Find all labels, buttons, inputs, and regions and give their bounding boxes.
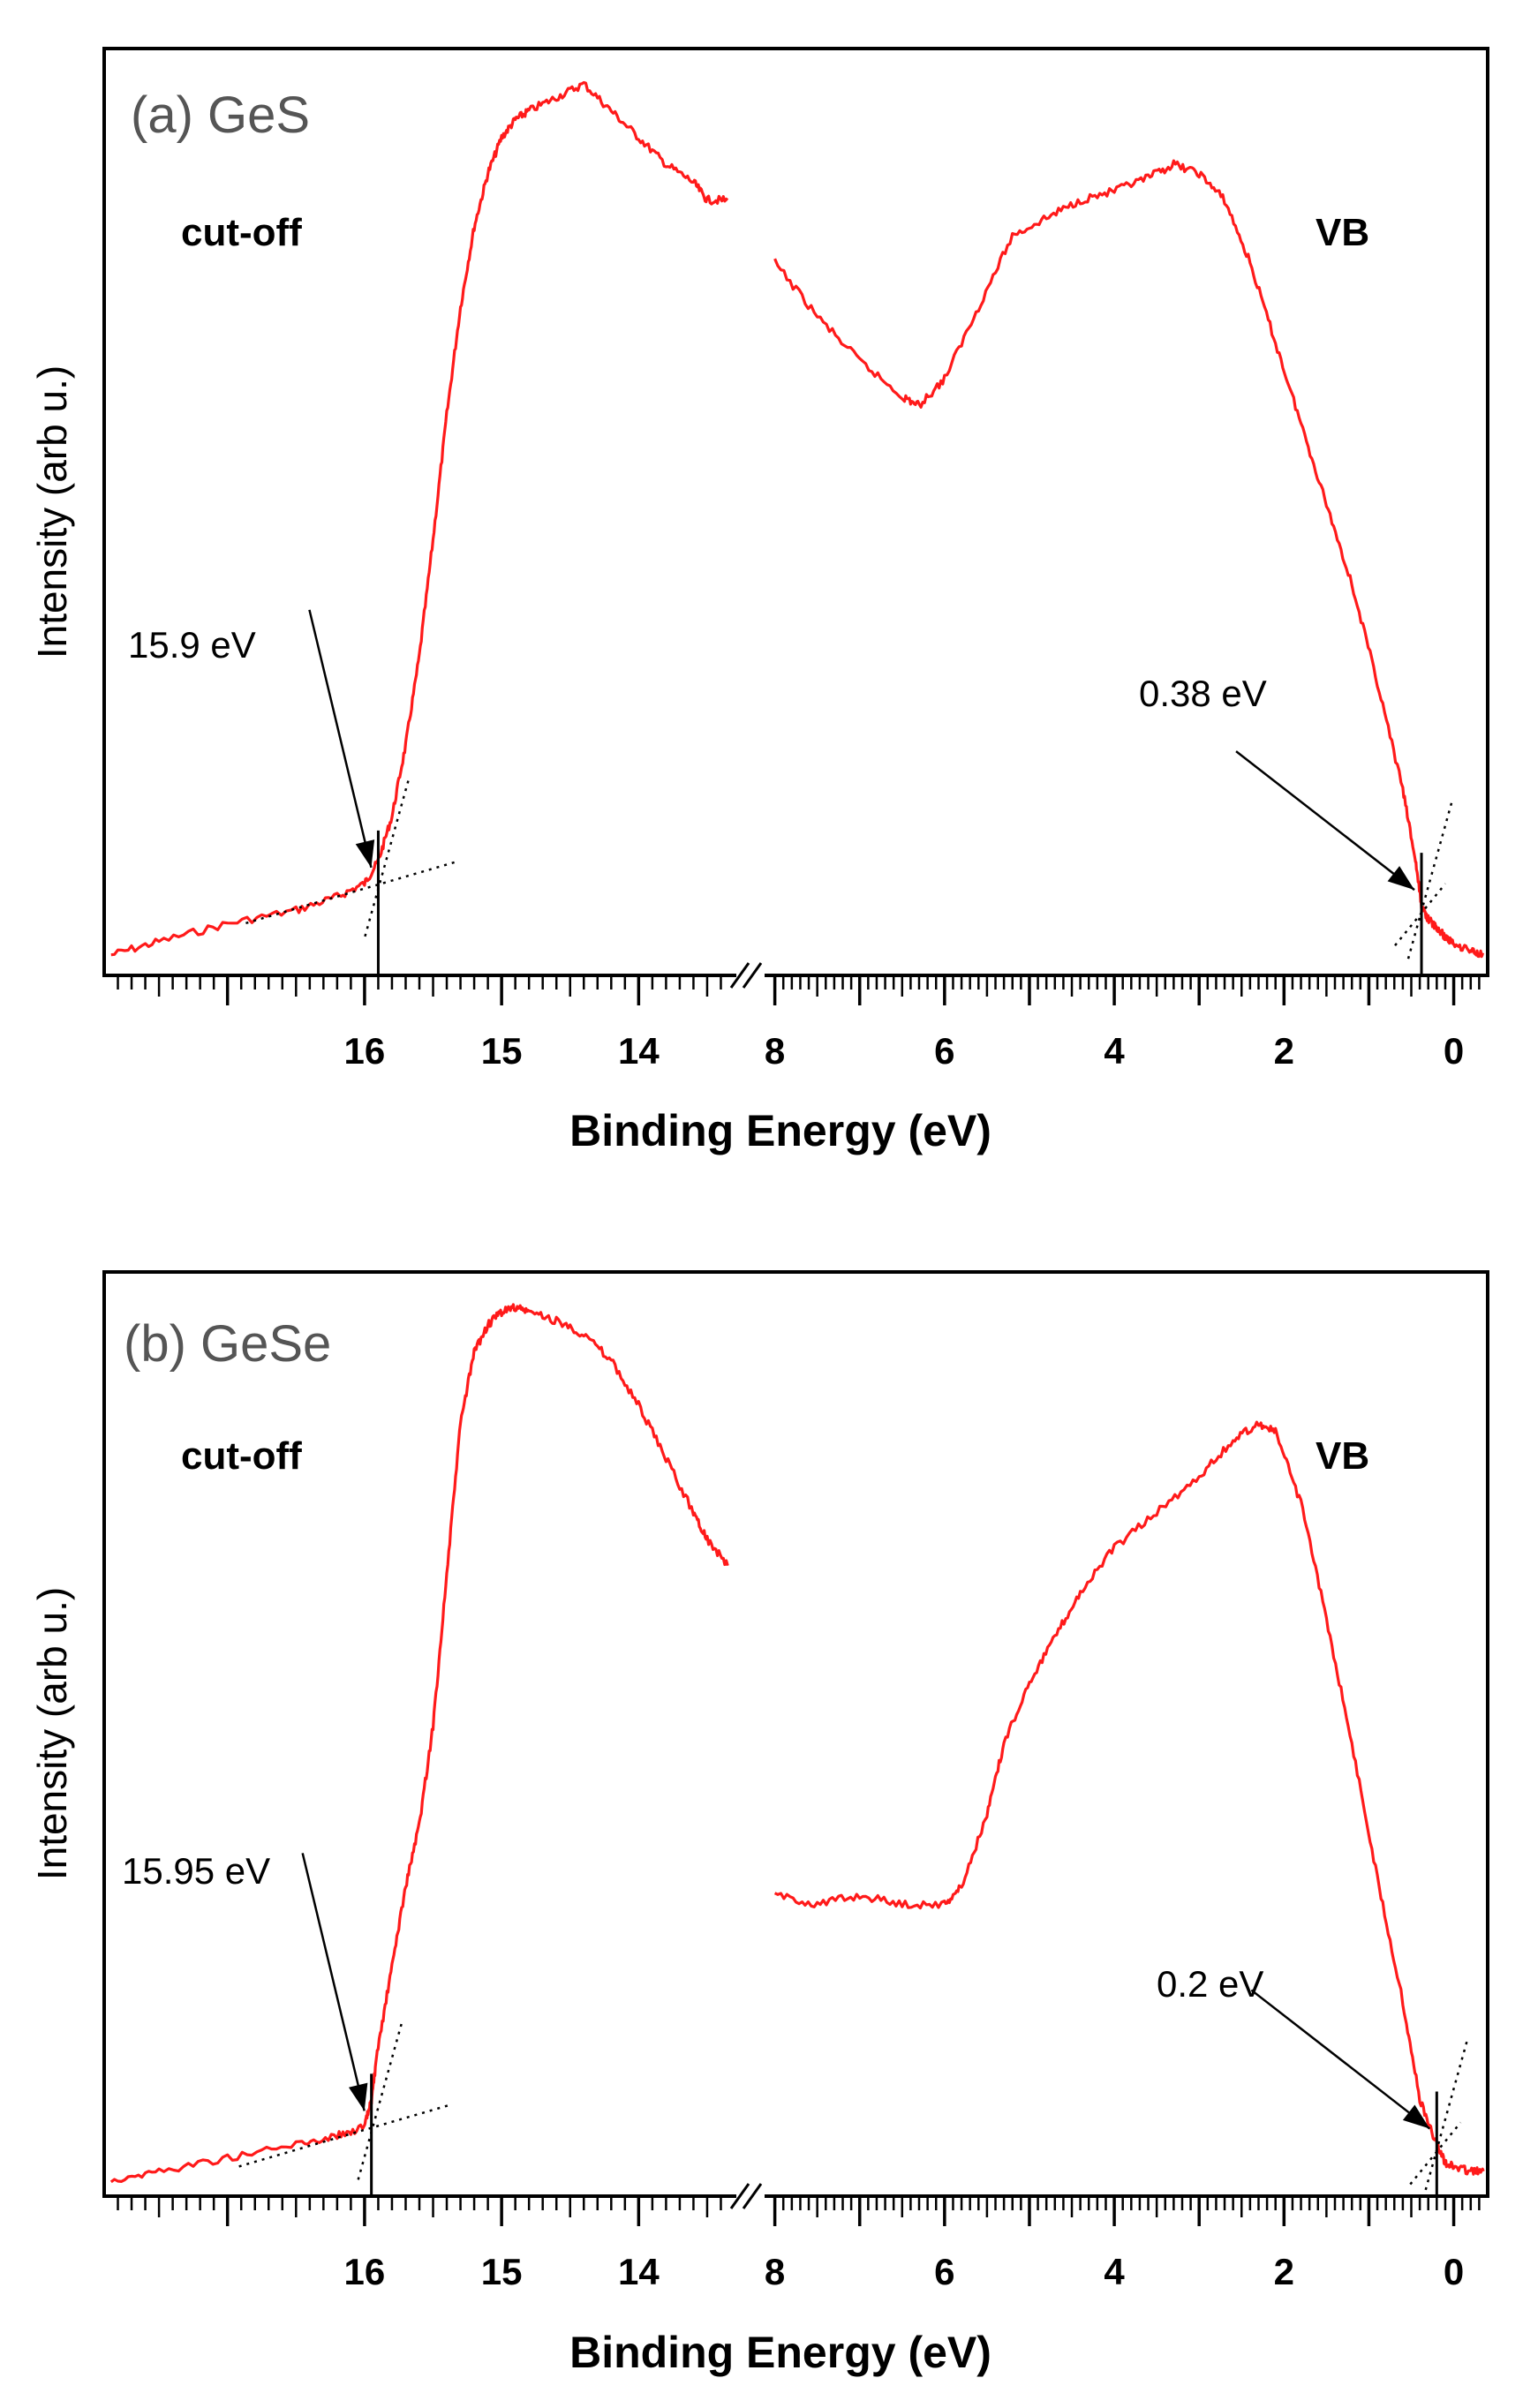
- onset-markers: [245, 609, 1454, 975]
- cutoff-label: cut-off: [181, 1434, 302, 1478]
- annotation-arrowhead: [1387, 866, 1415, 891]
- extrapolation-line: [245, 860, 458, 925]
- x-tick-label: 2: [1274, 1030, 1294, 1072]
- y-axis-label: Intensity (arb u.): [29, 1587, 75, 1880]
- plot-frame: [102, 47, 1489, 977]
- vb-onset-annotation: 0.38 eV: [1139, 673, 1267, 714]
- vb-label: VB: [1316, 1434, 1369, 1478]
- x-tick-label: 8: [765, 2251, 785, 2292]
- vb-label: VB: [1316, 211, 1369, 254]
- x-tick-label: 6: [934, 1030, 954, 1072]
- x-tick-label: 14: [618, 2251, 660, 2292]
- axis-break-gap: [736, 970, 765, 981]
- tick-marks: 16 15 14 8 6 4 2 0: [117, 2183, 1481, 2292]
- x-tick-label: 15: [481, 2251, 523, 2292]
- panel-title: (a) GeS: [131, 87, 310, 144]
- x-tick-label: 16: [344, 1030, 386, 1072]
- panel-b-chart: 16 15 14 8 6 4 2 0 (b) GeSe cut-off VB 15.95 eV…: [29, 1270, 1489, 2377]
- extrapolation-line: [1406, 799, 1454, 959]
- plot-frame: [102, 1270, 1489, 2198]
- x-axis-label: Binding Energy (eV): [569, 2328, 991, 2377]
- x-tick-label: 14: [618, 1030, 660, 1072]
- series-line-vb: [773, 1420, 1485, 2176]
- axis-break-slash: [742, 2183, 763, 2209]
- vb-onset-annotation: 0.2 eV: [1157, 1963, 1263, 2005]
- x-tick-label: 4: [1104, 1030, 1125, 1072]
- annotation-arrowhead: [1402, 2104, 1430, 2129]
- cutoff-onset-annotation: 15.9 eV: [128, 624, 256, 666]
- axis-break-gap: [736, 2191, 765, 2201]
- x-tick-label: 8: [765, 1030, 785, 1072]
- x-tick-label: 4: [1104, 2251, 1125, 2292]
- annotation-arrow: [1235, 750, 1415, 892]
- extrapolation-line: [1394, 883, 1446, 946]
- annotation-arrow: [301, 1853, 366, 2111]
- series-lines: [110, 80, 1485, 959]
- extrapolation-line: [1409, 2121, 1462, 2186]
- series-line-vb: [773, 159, 1485, 959]
- cutoff-label: cut-off: [181, 211, 302, 254]
- extrapolation-line: [364, 777, 411, 937]
- annotation-arrow: [1250, 1989, 1431, 2130]
- y-axis-label: Intensity (arb u.): [29, 365, 75, 658]
- annotation-arrowhead: [355, 839, 375, 868]
- x-axis-label: Binding Energy (eV): [569, 1106, 991, 1155]
- annotation-arrow: [308, 609, 373, 869]
- extrapolation-line: [238, 2103, 452, 2168]
- onset-markers: [238, 1853, 1469, 2198]
- series-line-cut-off: [110, 80, 729, 957]
- axis-break-slash: [742, 962, 763, 989]
- panel-a-chart: 16 15 14 8 6 4 2 0 (a) GeS cut-off VB 15.9 eV 0…: [29, 47, 1489, 1155]
- x-tick-label: 0: [1444, 2251, 1464, 2292]
- x-tick-label: 0: [1444, 1030, 1464, 1072]
- extrapolation-line: [357, 2020, 403, 2180]
- x-tick-label: 6: [934, 2251, 954, 2292]
- x-tick-label: 15: [481, 1030, 523, 1072]
- series-line-cut-off: [109, 1303, 729, 2184]
- cutoff-onset-annotation: 15.95 eV: [122, 1850, 270, 1892]
- tick-marks: 16 15 14 8 6 4 2 0: [117, 962, 1481, 1072]
- x-tick-label: 16: [344, 2251, 386, 2292]
- panel-title: (b) GeSe: [124, 1315, 331, 1373]
- series-lines: [109, 1303, 1485, 2184]
- x-tick-label: 2: [1274, 2251, 1294, 2292]
- annotation-arrowhead: [348, 2082, 368, 2111]
- axis-break-slash: [729, 962, 750, 989]
- axis-break-slash: [729, 2183, 750, 2209]
- extrapolation-line: [1422, 2038, 1469, 2198]
